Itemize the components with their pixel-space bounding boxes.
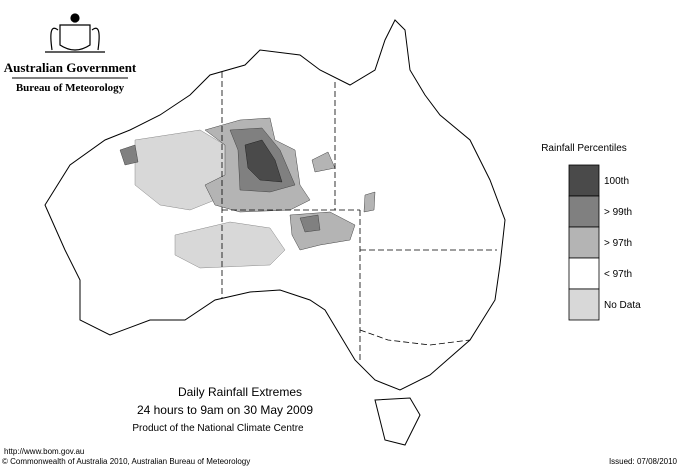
legend-swatch — [568, 257, 600, 290]
rain-region — [363, 191, 376, 213]
legend-swatch — [568, 164, 600, 197]
legend-swatch — [568, 226, 600, 259]
rain-region — [299, 214, 321, 233]
legend-label: No Data — [604, 300, 641, 311]
legend-swatch — [568, 195, 600, 228]
caption-product: Product of the National Climate Centre — [132, 423, 304, 434]
legend-label: < 97th — [604, 269, 632, 280]
footer-copyright: © Commonwealth of Australia 2010, Austra… — [2, 457, 250, 466]
no-data-region — [174, 221, 286, 269]
legend-label: > 97th — [604, 238, 632, 249]
caption-period: 24 hours to 9am on 30 May 2009 — [137, 403, 313, 417]
legend: 100th > 99th > 97th < 97th No Data — [568, 164, 641, 321]
legend-label: > 99th — [604, 207, 632, 218]
legend-label: 100th — [604, 176, 629, 187]
australia — [44, 19, 506, 446]
header-title: Australian Government — [4, 60, 137, 75]
legend-swatch — [568, 288, 600, 321]
footer-issued: Issued: 07/08/2010 — [609, 457, 678, 466]
rain-region — [119, 144, 139, 166]
crest — [45, 13, 105, 53]
header-subtitle: Bureau of Meteorology — [16, 82, 125, 94]
state-border — [359, 329, 471, 346]
rain-region — [244, 139, 283, 183]
legend-title: Rainfall Percentiles — [541, 143, 627, 154]
footer-url: http://www.bom.gov.au — [4, 447, 84, 456]
tasmania — [374, 397, 421, 446]
caption-title: Daily Rainfall Extremes — [178, 385, 302, 399]
